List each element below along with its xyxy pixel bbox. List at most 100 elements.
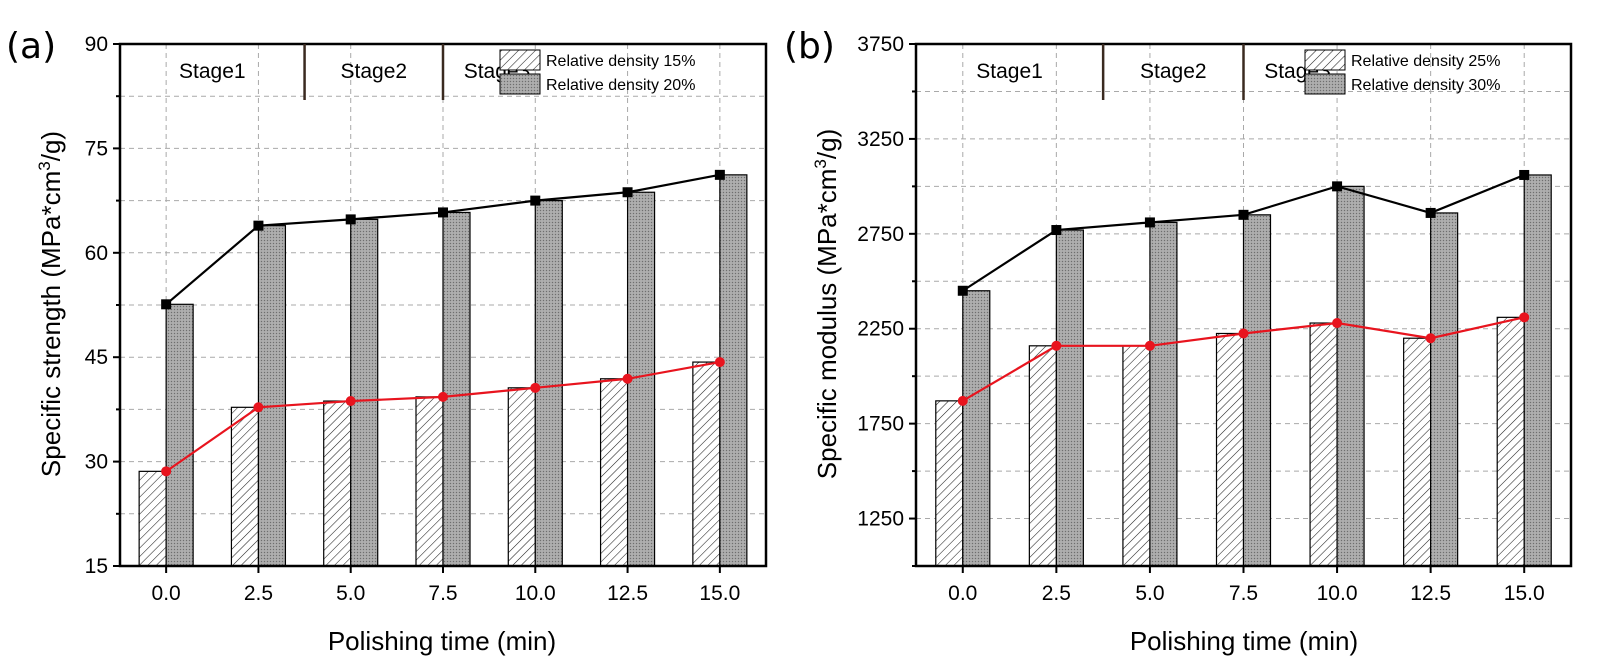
panel-b-y-tick-label: 3250 [857,128,904,151]
panel-a-legend: Relative density 15% Relative density 20% [499,49,695,95]
panel-a-bar [442,211,471,567]
panel-b-x-tick-label: 15.0 [1504,582,1545,605]
panel-b-point-marker [1238,328,1249,339]
panel-a-y-tick-label: 90 [85,33,108,56]
panel-a-bar [719,174,748,567]
panel-b-y-tick-label: 1250 [857,508,904,531]
panel-a-label: (a) [6,26,56,67]
panel-b-line-series-1 [957,312,1530,406]
panel-a-x-tick-label: 5.0 [336,582,365,605]
panel-a-legend-swatch [499,73,541,95]
panel-a-y-title-main: Specific strength (MPa*cm [36,171,66,477]
panel-a-point-marker [161,466,172,477]
panel-a-point-marker [622,373,633,384]
panel-a-x-tick-label: 10.0 [515,582,556,605]
panel-b-point-marker [1051,225,1062,236]
panel-a-point-marker [530,382,541,393]
panel-a-line-series-2 [161,169,725,310]
panel-b-x-tick-label: 12.5 [1410,582,1451,605]
panel-a-bar [165,303,194,567]
panel-b-y-title-main: Specific modulus (MPa*cm [812,169,842,480]
panel-b-legend: Relative density 25% Relative density 30% [1304,49,1500,95]
panel-a-point-marker [438,207,448,218]
panel-a-y-tick-label: 15 [85,555,108,578]
panel-a-bar [692,361,721,567]
panel-a-point-marker [253,220,264,231]
panel-a-point-marker [622,187,633,198]
panel-a-bar [138,470,167,567]
panel-a-point-marker [714,169,725,180]
panel-b-bar [1215,332,1245,567]
panel-b-y-title-sup: 3 [811,159,830,168]
panel-b-stage-label: Stage2 [1140,60,1207,83]
panel-b-x-tick-label: 5.0 [1135,582,1164,605]
panel-b-point-marker [1332,318,1343,329]
panel-a-x-tick-label: 0.0 [152,582,181,605]
panel-a-point-marker [345,214,356,225]
panel-b-point-marker [1519,169,1530,180]
panel-a-x-tick-label: 2.5 [244,582,273,605]
panel-a-point-marker [714,357,725,368]
panel-a-chart: (a) Specific strength (MPa*cm3/g) Polish… [6,26,768,656]
panel-b-y-axis-title: Specific modulus (MPa*cm3/g) [811,129,842,479]
panel-b-label: (b) [784,26,835,67]
panel-a-x-tick-label: 7.5 [428,582,457,605]
panel-b-point-marker [1051,340,1062,351]
panel-a-line-series-1 [161,357,725,477]
panel-b-bar [1242,214,1272,567]
panel-b-bars-series-2 [962,174,1552,567]
panel-b-y-title-tail: /g) [812,129,842,159]
panel-a-point-marker [161,299,172,310]
panel-b-legend-label: Relative density 25% [1351,53,1500,70]
panel-b-legend-swatch [1304,49,1346,71]
panel-a-y-axis-title: Specific strength (MPa*cm3/g) [35,131,66,477]
panel-b-legend-swatch [1304,73,1346,95]
panel-b-bar [1336,185,1365,567]
panel-b-line-series-2 [957,169,1530,296]
panel-b-point-marker [1238,209,1249,220]
panel-a-legend-swatch [499,49,541,71]
panel-a-bar [230,406,260,567]
panel-b-y-tick-label: 2750 [857,223,904,246]
panel-a-stage-label: Stage1 [179,60,246,83]
panel-a-point-marker [530,195,541,206]
panel-a-y-tick-label: 75 [85,137,108,160]
panel-a-bar [507,387,536,567]
panel-a-y-tick-label: 45 [85,346,108,369]
panel-b-x-tick-label: 2.5 [1042,582,1071,605]
panel-a-point-marker [253,402,264,413]
panel-a-y-tick-label: 30 [85,451,108,474]
panel-a-legend-label: Relative density 20% [546,77,695,94]
panel-b-y-tick-label: 2250 [857,318,904,341]
panel-a-legend-label: Relative density 15% [546,53,695,70]
panel-b-bar [1055,229,1084,567]
panel-a-bar [257,225,287,567]
panel-b-stage-label: Stage1 [976,60,1043,83]
panel-b-y-tick-label: 3750 [857,33,904,56]
panel-b-chart: (b) Specific modulus (MPa*cm3/g) Polishi… [784,26,1573,656]
panel-b-x-axis-title: Polishing time (min) [1130,626,1358,656]
panel-b-point-marker [1425,207,1436,218]
panel-b-x-tick-label: 0.0 [948,582,977,605]
panel-a-bar [323,400,352,567]
panel-a-x-tick-label: 15.0 [699,582,740,605]
panel-b-point-marker [1425,333,1436,344]
panel-b-bar [1523,174,1552,567]
panel-b-bar [1028,345,1057,567]
panel-a-y-title-tail: /g) [36,131,66,161]
panel-b-x-tick-label: 7.5 [1229,582,1258,605]
panel-a-bar [350,218,379,567]
panel-a-stage-label: Stage2 [341,60,408,83]
panel-b-bar [962,290,991,567]
panel-b-bar [1430,212,1459,567]
panel-b-point-marker [1144,340,1155,351]
panel-b-bar [1309,322,1338,567]
panel-a-point-marker [345,396,356,407]
panel-b-bar [1496,316,1525,567]
panel-a-point-marker [438,391,448,402]
panel-b-x-tick-label: 10.0 [1317,582,1358,605]
panel-a-bar [534,200,563,567]
panel-b-y-tick-label: 1750 [857,413,904,436]
panel-b-bar [935,400,964,567]
